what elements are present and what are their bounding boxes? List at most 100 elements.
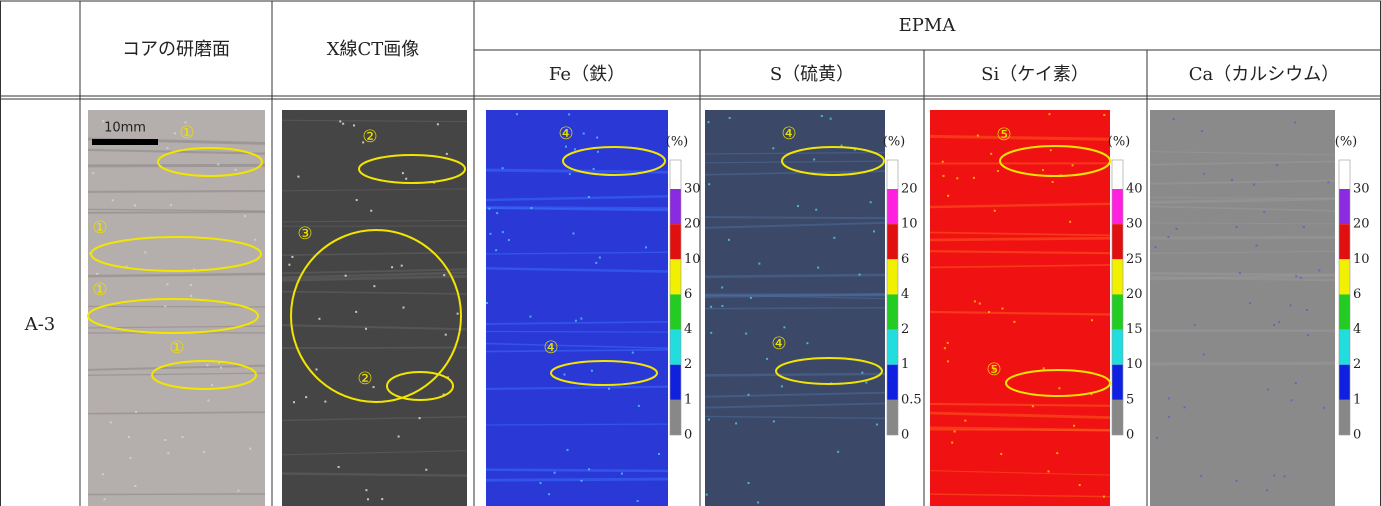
texture-streak [485, 423, 669, 426]
texture-streak [87, 305, 266, 308]
texture-speck [590, 369, 593, 372]
annotation-label: ④ [781, 124, 796, 144]
texture-speck [1056, 452, 1059, 455]
texture-streak [1149, 150, 1336, 156]
texture-speck [563, 373, 566, 376]
colorbar-tick-label: 30 [684, 182, 701, 197]
texture-speck [496, 212, 499, 215]
colorbar-tick-label: 6 [684, 287, 692, 302]
texture-speck [1156, 436, 1159, 439]
colorbar-segment [887, 329, 898, 365]
texture-speck [631, 351, 634, 354]
texture-speck [941, 160, 944, 163]
unit-label: (%) [666, 135, 689, 150]
scale-bar-label: 10mm [104, 121, 146, 136]
texture-streak [87, 272, 266, 278]
texture-speck [456, 312, 459, 315]
texture-speck [1200, 130, 1203, 133]
sub-header: S（硫黄） [770, 64, 854, 85]
colorbar-tick-label: 2 [1353, 357, 1361, 372]
colorbar-tick-label: 4 [684, 322, 692, 337]
texture-speck [1299, 276, 1302, 279]
texture-speck [397, 435, 400, 438]
column-header: X線CT画像 [327, 39, 420, 60]
texture-speck [972, 176, 975, 179]
texture-speck [305, 396, 308, 399]
texture-speck [873, 230, 876, 233]
annotation-label: ① [92, 280, 107, 300]
group-header: EPMA [899, 15, 957, 36]
colorbar-tick-label: 20 [1353, 217, 1370, 232]
colorbar-segment [887, 364, 898, 400]
texture-streak [485, 320, 669, 325]
texture-speck [592, 167, 595, 170]
texture-speck [728, 116, 731, 119]
texture-speck [293, 401, 296, 404]
texture-speck [109, 421, 112, 424]
texture-speck [1322, 406, 1325, 409]
colorbar-frame [669, 159, 682, 436]
texture-streak [281, 268, 468, 275]
texture-streak [281, 290, 468, 295]
texture-speck [548, 493, 551, 496]
texture-speck [990, 152, 993, 155]
texture-streak [929, 402, 1111, 407]
colorbar-segment [1112, 160, 1123, 189]
texture-streak [281, 271, 468, 279]
texture-streak [485, 195, 669, 202]
texture-speck [833, 236, 836, 239]
texture-speck [488, 207, 491, 210]
texture-streak [281, 119, 468, 123]
texture-speck [486, 301, 489, 304]
texture-streak [1149, 160, 1336, 166]
texture-speck [400, 264, 403, 267]
texture-speck [1253, 183, 1256, 186]
texture-speck [1278, 321, 1281, 324]
sub-header: Si（ケイ素） [981, 64, 1089, 85]
colorbar-segment [1112, 259, 1123, 295]
texture-speck [745, 332, 748, 335]
texture-speck [608, 387, 611, 390]
texture-speck [1091, 319, 1094, 322]
texture-speck [840, 144, 843, 147]
colorbar-frame [1111, 159, 1124, 436]
colorbar-tick-label: 15 [1126, 322, 1143, 337]
texture-streak [485, 477, 669, 482]
texture-speck [125, 265, 128, 268]
texture-speck [947, 194, 950, 197]
texture-streak [485, 251, 669, 255]
texture-speck [405, 177, 408, 180]
texture-speck [220, 366, 223, 369]
colorbar-frame [1338, 159, 1351, 436]
texture-speck [1042, 367, 1045, 370]
texture-speck [978, 302, 981, 305]
texture-speck [1249, 302, 1252, 305]
sample-image [930, 110, 1110, 506]
texture-speck [820, 115, 823, 118]
texture-streak [281, 472, 468, 477]
texture-speck [865, 381, 868, 384]
texture-speck [365, 489, 368, 492]
texture-streak [485, 267, 669, 273]
texture-streak [1149, 235, 1336, 240]
colorbar-segment [670, 259, 681, 295]
sample-image [88, 110, 265, 506]
texture-speck [1031, 405, 1034, 408]
texture-speck [637, 404, 640, 407]
sub-header: Ca（カルシウム） [1189, 64, 1340, 85]
texture-speck [1168, 415, 1171, 418]
colorbar-segment [1112, 189, 1123, 225]
texture-speck [657, 452, 660, 455]
texture-speck [167, 452, 170, 455]
texture-speck [1001, 307, 1004, 310]
texture-streak [929, 411, 1111, 420]
colorbar-segment [670, 294, 681, 330]
texture-streak [929, 426, 1111, 432]
texture-speck [117, 126, 120, 129]
texture-streak [704, 415, 886, 420]
colorbar-segment [887, 160, 898, 189]
texture-speck [710, 331, 713, 334]
colorbar-tick-label: 25 [1126, 252, 1143, 267]
texture-speck [1289, 304, 1292, 307]
texture-speck [324, 400, 327, 403]
